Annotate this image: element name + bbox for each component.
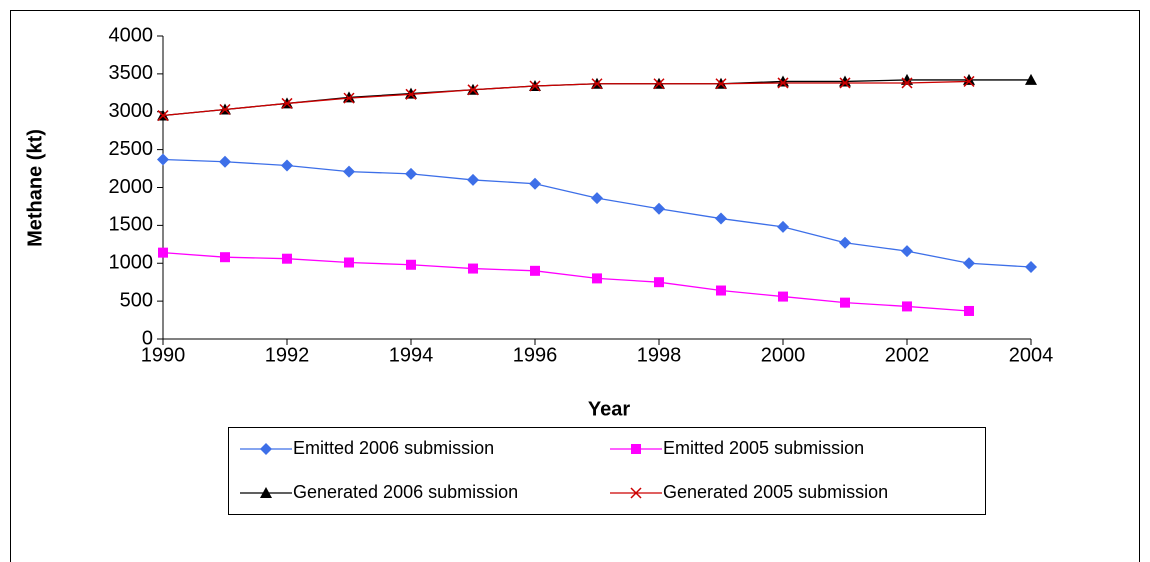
marker xyxy=(219,155,231,168)
marker xyxy=(591,78,603,90)
marker xyxy=(467,84,479,96)
x-tick-label: 1996 xyxy=(513,344,558,366)
marker xyxy=(653,78,665,90)
x-tick-label: 1992 xyxy=(265,344,310,366)
marker xyxy=(468,263,478,274)
y-tick-label: 1000 xyxy=(109,252,154,274)
x-tick-label: 2002 xyxy=(885,344,930,366)
marker xyxy=(715,78,727,90)
y-tick-label: 1500 xyxy=(109,214,154,236)
y-tick-label: 3500 xyxy=(109,62,154,84)
marker xyxy=(777,77,789,89)
x-tick-label: 2004 xyxy=(1009,344,1054,366)
marker xyxy=(406,259,416,270)
legend-label: Emitted 2005 submission xyxy=(663,438,864,458)
marker xyxy=(405,167,417,180)
marker xyxy=(343,165,355,178)
marker xyxy=(839,77,851,89)
y-tick-label: 2000 xyxy=(109,176,154,198)
y-tick-label: 3000 xyxy=(109,100,154,122)
marker xyxy=(654,277,664,288)
x-tick-label: 1998 xyxy=(637,344,682,366)
marker xyxy=(591,192,603,205)
marker xyxy=(157,153,169,166)
marker xyxy=(260,487,272,498)
marker xyxy=(963,75,975,87)
series-line xyxy=(162,158,1032,268)
marker xyxy=(157,110,169,122)
marker xyxy=(777,220,789,233)
marker xyxy=(405,87,417,99)
series-line xyxy=(162,80,970,117)
y-tick-label: 500 xyxy=(120,289,153,311)
marker xyxy=(281,159,293,172)
marker xyxy=(343,91,355,103)
y-axis-label: Methane (kt) xyxy=(24,129,46,247)
marker xyxy=(839,236,851,249)
legend-label: Generated 2005 submission xyxy=(663,482,888,502)
y-tick-label: 2500 xyxy=(109,138,154,160)
marker xyxy=(716,285,726,296)
marker xyxy=(901,73,913,85)
x-tick-label: 1990 xyxy=(141,344,186,366)
marker xyxy=(630,487,642,499)
x-axis-label: Year xyxy=(588,398,630,420)
marker xyxy=(220,252,230,263)
legend-label: Emitted 2006 submission xyxy=(293,438,494,458)
marker xyxy=(901,245,913,258)
marker xyxy=(529,177,541,190)
marker xyxy=(715,212,727,225)
y-tick-label: 0 xyxy=(142,327,153,349)
marker xyxy=(529,80,541,92)
marker xyxy=(1025,73,1037,85)
marker xyxy=(405,88,417,100)
marker xyxy=(260,443,272,455)
marker xyxy=(158,247,168,258)
marker xyxy=(963,257,975,270)
marker xyxy=(282,253,292,264)
series-line xyxy=(162,251,970,312)
marker xyxy=(344,257,354,268)
marker xyxy=(219,103,231,116)
marker xyxy=(902,301,912,312)
x-tick-label: 2000 xyxy=(761,344,806,366)
marker xyxy=(901,77,913,89)
marker xyxy=(281,97,293,109)
legend-label: Generated 2006 submission xyxy=(293,482,518,502)
marker xyxy=(653,202,665,215)
marker xyxy=(631,444,641,454)
marker xyxy=(964,305,974,316)
x-tick-label: 1994 xyxy=(389,344,434,366)
marker xyxy=(840,297,850,308)
marker xyxy=(1025,261,1037,274)
marker xyxy=(592,273,602,284)
chart-frame xyxy=(10,10,1140,562)
marker xyxy=(467,173,479,186)
legend xyxy=(228,427,986,515)
marker xyxy=(343,92,355,104)
marker xyxy=(530,265,540,276)
marker xyxy=(963,73,975,85)
marker xyxy=(839,75,851,87)
marker xyxy=(777,75,789,87)
marker xyxy=(778,291,788,302)
y-tick-label: 4000 xyxy=(109,24,154,46)
